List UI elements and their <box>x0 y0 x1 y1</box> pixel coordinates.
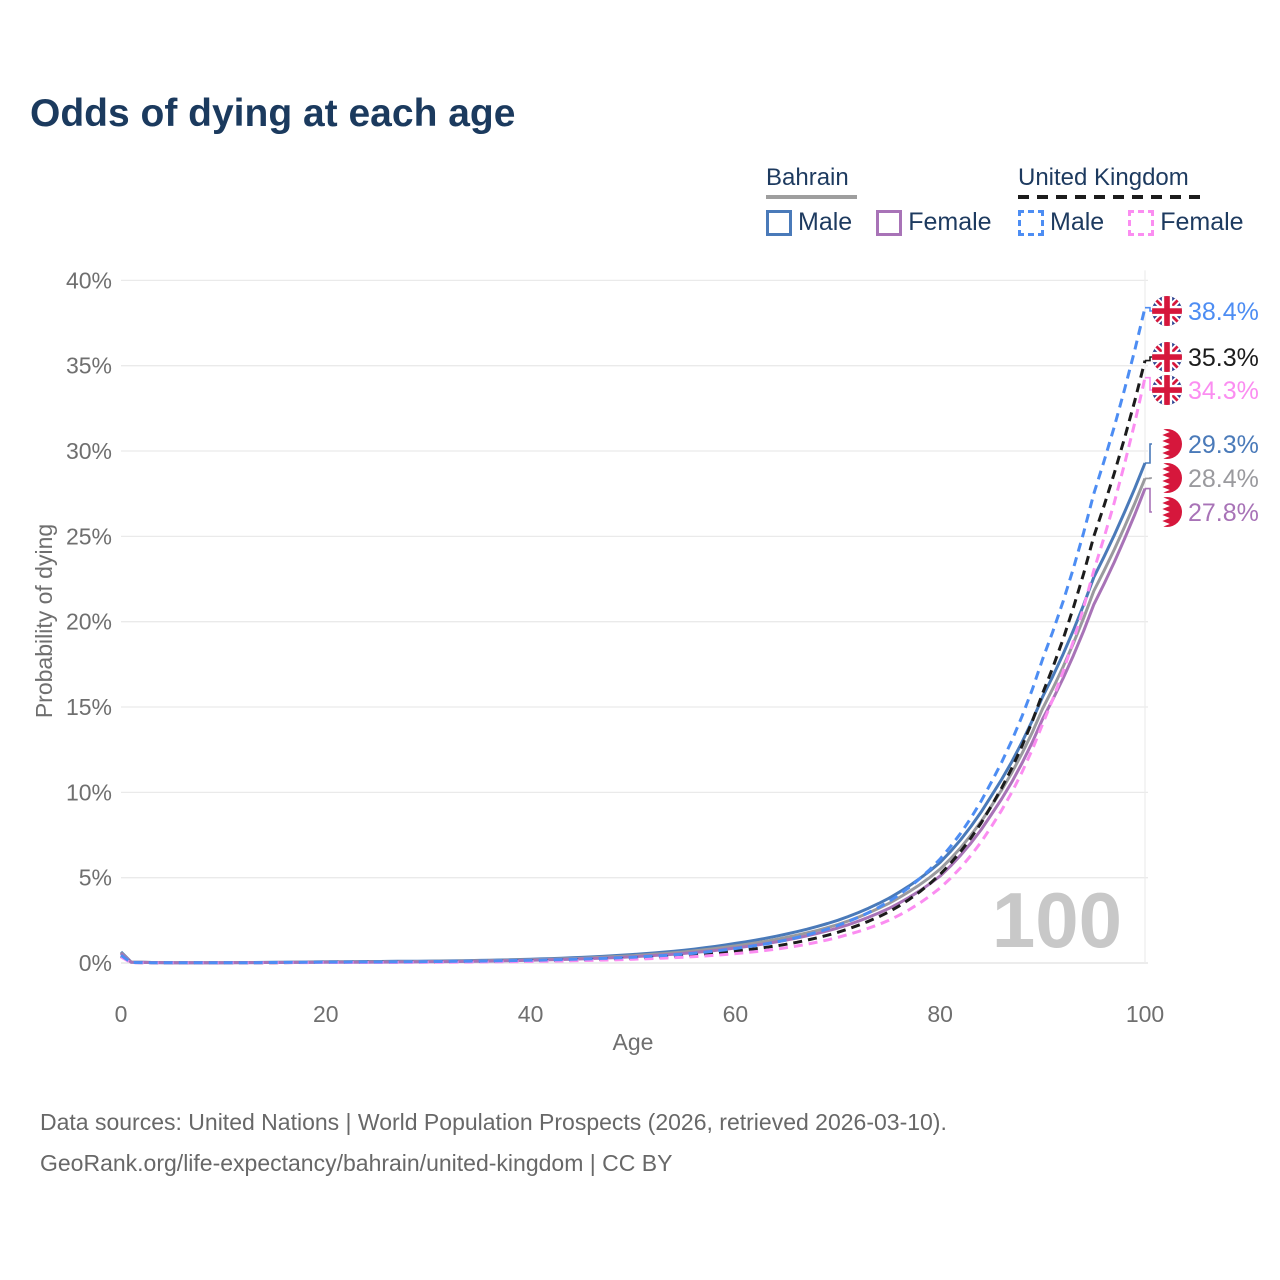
x-tick-label: 40 <box>518 1001 544 1027</box>
legend-item-bahrain-female[interactable]: Female <box>876 208 992 237</box>
x-tick-label: 100 <box>1126 1001 1164 1027</box>
series-line-united-kingdom-male <box>120 307 1147 965</box>
y-tick-label: 35% <box>66 353 112 379</box>
legend-items-united-kingdom: Male Female <box>1018 208 1244 237</box>
bahrain-flag-red-serrated <box>1162 497 1182 527</box>
x-axis-title: Age <box>613 1029 654 1055</box>
x-tick-label: 60 <box>723 1001 749 1027</box>
legend-item-uk-female[interactable]: Female <box>1128 208 1244 237</box>
end-value-label: 35.3% <box>1188 344 1259 372</box>
uk-female-swatch-icon <box>1128 209 1155 236</box>
legend-country-united-kingdom: United Kingdom <box>1018 164 1189 191</box>
bahrain-flag-icon <box>1152 497 1182 527</box>
end-label-connector <box>1145 487 1152 513</box>
end-value-label: 27.8% <box>1188 499 1259 527</box>
legend-label-bahrain-female: Female <box>908 208 992 236</box>
x-tick-label: 0 <box>115 1001 128 1027</box>
uk-flag-icon <box>1152 375 1183 406</box>
end-label-connector <box>1145 306 1152 312</box>
legend-label-uk-female: Female <box>1160 208 1244 236</box>
end-label-connector <box>1145 443 1152 464</box>
legend-items-bahrain: Male Female <box>766 208 992 237</box>
y-tick-label: 30% <box>66 438 112 464</box>
legend-label-uk-male: Male <box>1050 208 1105 236</box>
bahrain-flag-icon <box>1152 463 1182 493</box>
end-value-label: 38.4% <box>1188 298 1259 326</box>
bahrain-female-swatch-icon <box>876 209 903 236</box>
uk-flag-icon <box>1152 296 1183 327</box>
footer: Data sources: United Nations | World Pop… <box>40 1102 947 1184</box>
y-tick-label: 5% <box>79 865 112 891</box>
y-tick-label: 15% <box>66 694 112 720</box>
uk-flag-red-cross <box>1152 375 1183 406</box>
end-value-label: 34.3% <box>1188 377 1259 405</box>
legend-group-united-kingdom: United Kingdom Male Female <box>1018 164 1244 237</box>
y-tick-label: 25% <box>66 523 112 549</box>
uk-flag-red-cross <box>1152 342 1183 373</box>
age-counter-watermark: 100 <box>992 876 1122 964</box>
x-tick-label: 80 <box>927 1001 953 1027</box>
legend-underline-united-kingdom <box>1018 195 1206 199</box>
end-label-connector <box>1145 356 1152 362</box>
legend-item-bahrain-male[interactable]: Male <box>766 208 852 237</box>
bahrain-flag-red-serrated <box>1162 429 1182 459</box>
legend-label-bahrain-male: Male <box>798 208 853 236</box>
footer-data-sources: Data sources: United Nations | World Pop… <box>40 1109 947 1135</box>
end-value-label: 28.4% <box>1188 465 1259 493</box>
bahrain-flag-icon <box>1152 429 1182 459</box>
footer-attribution: GeoRank.org/life-expectancy/bahrain/unit… <box>40 1150 673 1176</box>
y-tick-label: 10% <box>66 779 112 805</box>
legend-group-bahrain: Bahrain Male Female <box>766 164 992 237</box>
legend-underline-bahrain <box>766 195 857 199</box>
legend-country-bahrain: Bahrain <box>766 164 849 191</box>
uk-flag-icon <box>1152 342 1183 373</box>
x-tick-label: 20 <box>313 1001 339 1027</box>
bahrain-male-swatch-icon <box>766 209 792 236</box>
end-value-label: 29.3% <box>1188 431 1259 459</box>
uk-male-swatch-icon <box>1018 209 1044 236</box>
y-axis-title: Probability of dying <box>31 524 57 718</box>
legend-item-uk-male[interactable]: Male <box>1018 208 1104 237</box>
y-tick-label: 20% <box>66 609 112 635</box>
uk-flag-red-cross <box>1152 296 1183 327</box>
bahrain-flag-red-serrated <box>1162 463 1182 493</box>
y-tick-label: 40% <box>66 267 112 293</box>
end-label-connector <box>1145 376 1152 391</box>
y-tick-label: 0% <box>79 950 112 976</box>
page-title: Odds of dying at each age <box>30 92 516 135</box>
